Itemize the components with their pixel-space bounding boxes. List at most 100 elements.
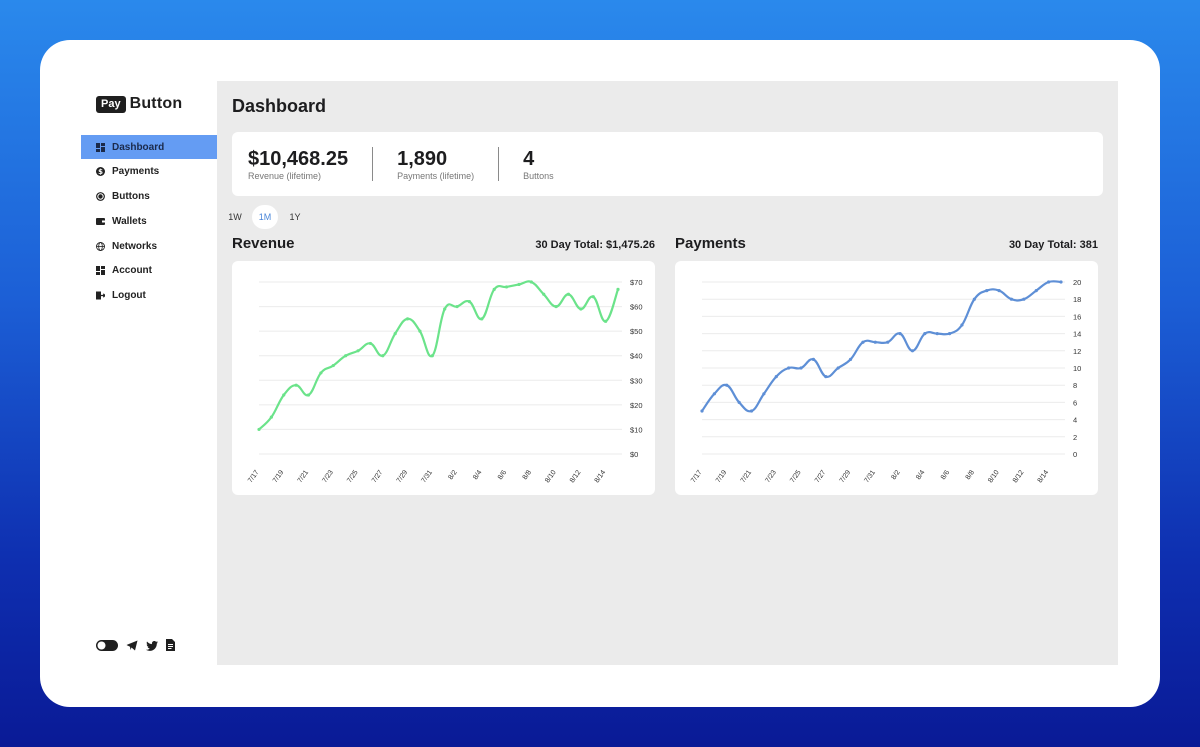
svg-text:8/4: 8/4 [472,469,483,481]
svg-text:0: 0 [1073,450,1077,459]
svg-text:7/23: 7/23 [321,469,335,484]
svg-text:8/14: 8/14 [1037,469,1051,484]
sidebar-footer [96,638,175,656]
svg-text:8/8: 8/8 [965,469,976,481]
svg-text:7/27: 7/27 [814,469,828,484]
revenue-chart: $0 $10 $20 $30 $40 $50 $60 $70 7/17 7/19 7/21 7/23 7… [232,261,655,495]
svg-text:8/12: 8/12 [569,469,583,484]
stat-label: Payments (lifetime) [397,170,475,181]
svg-text:2: 2 [1073,433,1077,442]
stat-value: $10,468.25 [248,147,349,170]
sidebar-item-logout[interactable]: Logout [81,284,217,308]
stat-label: Buttons [523,170,554,181]
sidebar-nav: Dashboard $ Payments Buttons Wallets [81,135,217,309]
document-icon[interactable] [166,638,175,656]
svg-text:8/2: 8/2 [890,469,901,481]
stat-label: Revenue (lifetime) [248,170,322,181]
svg-text:8/10: 8/10 [544,469,558,484]
telegram-icon[interactable] [126,638,138,656]
tab-1y[interactable]: 1Y [289,212,301,222]
logo[interactable]: Pay Button [96,95,182,113]
stat-revenue: $10,468.25 Revenue (lifetime) [248,148,348,181]
svg-text:$70: $70 [630,278,643,287]
globe-icon [96,241,105,251]
dashboard-icon [96,142,105,152]
sidebar-item-networks[interactable]: Networks [81,234,217,258]
svg-text:$0: $0 [630,450,638,459]
sidebar-item-wallets[interactable]: Wallets [81,209,217,233]
svg-text:7/21: 7/21 [297,469,311,484]
theme-toggle-icon[interactable] [96,638,118,656]
stats-card: $10,468.25 Revenue (lifetime) 1,890 Paym… [232,132,1103,196]
svg-text:8/2: 8/2 [447,469,458,481]
svg-text:6: 6 [1073,398,1077,407]
revenue-line-chart: $0 $10 $20 $30 $40 $50 $60 $70 7/17 7/19 7/21 7/23 7… [247,278,643,484]
svg-text:$60: $60 [630,303,643,312]
svg-text:18: 18 [1073,295,1081,304]
divider [498,147,500,181]
svg-text:8/6: 8/6 [497,469,508,481]
payments-title: Payments [675,235,746,252]
sidebar-item-label: Buttons [112,191,150,203]
range-tabs: 1W 1M 1Y [222,205,308,229]
svg-text:7/23: 7/23 [764,469,778,484]
svg-text:8: 8 [1073,381,1077,390]
svg-text:$30: $30 [630,376,643,385]
svg-text:$20: $20 [630,401,643,410]
svg-text:7/31: 7/31 [863,469,877,484]
revenue-section: Revenue 30 Day Total: $1,475.26 $0 $10 $20… [232,235,655,495]
twitter-icon[interactable] [146,638,158,656]
svg-text:7/17: 7/17 [247,469,261,484]
sidebar-item-payments[interactable]: $ Payments [81,160,217,184]
sidebar-item-label: Account [112,265,152,277]
logo-badge: Pay [96,95,126,113]
svg-text:7/27: 7/27 [371,469,385,484]
svg-text:7/25: 7/25 [346,469,360,484]
payments-chart: 0 2 4 6 8 10 12 14 16 18 20 7/17 7/19 7/21 7/23 7/25 7/2… [675,261,1098,495]
sidebar-item-label: Dashboard [112,141,165,153]
sidebar: Pay Button Dashboard $ Payments Button [81,81,217,665]
svg-text:10: 10 [1073,364,1081,373]
main-content: Dashboard $10,468.25 Revenue (lifetime) … [217,81,1118,665]
revenue-title: Revenue [232,235,295,252]
tab-1m[interactable]: 1M [252,205,278,229]
revenue-total: 30 Day Total: $1,475.26 [535,239,655,251]
sidebar-item-label: Networks [112,240,158,252]
sidebar-item-label: Logout [112,290,146,302]
radio-button-icon [96,192,105,201]
app-window: Pay Button Dashboard $ Payments Button [40,40,1160,707]
logout-icon [96,291,105,300]
account-grid-icon [96,266,105,276]
svg-text:$40: $40 [630,352,643,361]
stat-buttons: 4 Buttons [523,148,554,181]
svg-text:7/31: 7/31 [420,469,434,484]
svg-text:$10: $10 [630,425,643,434]
svg-text:8/14: 8/14 [594,469,608,484]
payments-section: Payments 30 Day Total: 381 0 2 4 6 8 10 12 14 16… [675,235,1098,495]
svg-text:8/12: 8/12 [1012,469,1026,484]
svg-text:14: 14 [1073,330,1081,339]
svg-text:7/29: 7/29 [396,469,410,484]
svg-text:$: $ [98,168,103,176]
svg-text:20: 20 [1073,278,1081,287]
logo-text: Button [129,95,183,112]
payments-line-chart: 0 2 4 6 8 10 12 14 16 18 20 7/17 7/19 7/21 7/23 7/25 7/2… [690,278,1081,484]
svg-text:12: 12 [1073,347,1081,356]
svg-text:7/19: 7/19 [272,469,286,484]
svg-text:7/25: 7/25 [789,469,803,484]
tab-1w[interactable]: 1W [228,212,242,222]
svg-text:16: 16 [1073,312,1081,321]
svg-text:8/4: 8/4 [915,469,926,481]
payments-total: 30 Day Total: 381 [1008,239,1098,251]
wallet-icon [96,217,105,226]
sidebar-item-account[interactable]: Account [81,259,217,283]
svg-text:7/19: 7/19 [715,469,729,484]
page-title: Dashboard [232,96,327,116]
svg-text:8/10: 8/10 [987,469,1001,484]
stat-payments: 1,890 Payments (lifetime) [397,148,474,181]
sidebar-item-dashboard[interactable]: Dashboard [81,135,217,159]
svg-text:$50: $50 [630,327,643,336]
svg-text:7/21: 7/21 [740,469,754,484]
stat-value: 1,890 [397,147,448,170]
sidebar-item-buttons[interactable]: Buttons [81,185,217,209]
